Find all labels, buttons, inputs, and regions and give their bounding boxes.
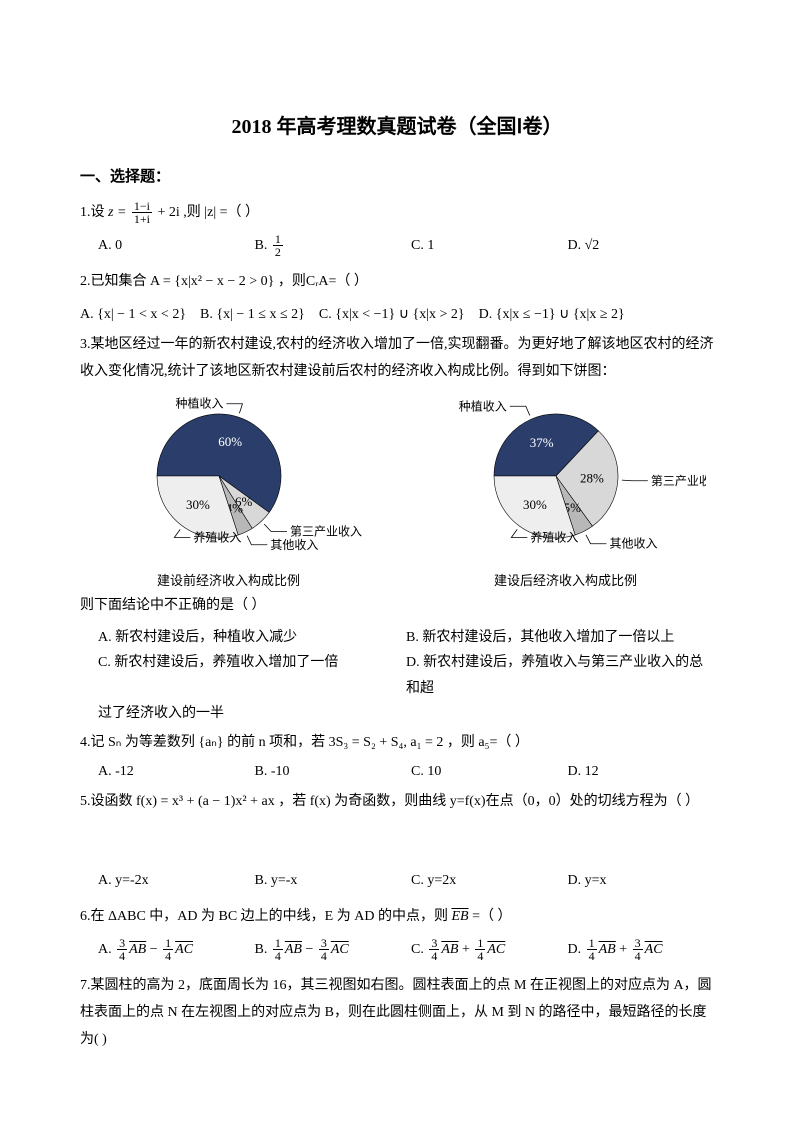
q4-opt-d: D. 12 bbox=[568, 759, 715, 786]
q6-opt-a: A. 34AB − 14AC bbox=[98, 937, 245, 964]
q2-opt-a: A. {x| − 1 < x < 2} bbox=[80, 302, 186, 329]
q1-options: A. 0 B. 1 2 C. 1 D. √2 bbox=[98, 233, 714, 260]
q5-opt-a: A. y=-2x bbox=[98, 868, 245, 895]
svg-text:60%: 60% bbox=[218, 433, 242, 448]
question-5: 5.设函数 f(x) = x³ + (a − 1)x² + ax ，若 f(x)… bbox=[80, 789, 714, 816]
q6-opt-c: C. 34AB + 14AC bbox=[411, 937, 558, 964]
q1-opt-d: D. √2 bbox=[568, 233, 715, 260]
q1-b-frac: 1 2 bbox=[271, 233, 285, 258]
q4-opt-a: A. -12 bbox=[98, 759, 245, 786]
q1-z: z = bbox=[108, 205, 130, 220]
q2-options: A. {x| − 1 < x < 2} B. {x| − 1 ≤ x ≤ 2} … bbox=[80, 302, 714, 329]
q1-b-frac-n: 1 bbox=[273, 233, 283, 246]
spacer bbox=[80, 822, 714, 862]
q2-opt-b: B. {x| − 1 ≤ x ≤ 2} bbox=[200, 302, 305, 329]
svg-text:其他收入: 其他收入 bbox=[609, 536, 657, 550]
svg-text:37%: 37% bbox=[529, 435, 553, 450]
q5-options: A. y=-2x B. y=-x C. y=2x D. y=x bbox=[98, 868, 714, 895]
q3-opt-d: D. 新农村建设后，养殖收入与第三产业收入的总和超 bbox=[406, 650, 714, 700]
q6-options: A. 34AB − 14AC B. 14AB − 34AC C. 34AB + … bbox=[98, 937, 714, 964]
page: 2018 年高考理数真题试卷（全国Ⅰ卷） 一、选择题： 1.设 z = 1−i … bbox=[0, 0, 794, 1119]
question-2: 2.已知集合 A = {x|x² − x − 2 > 0} ，则CᵣA=（ ） bbox=[80, 269, 714, 296]
q4-options: A. -12 B. -10 C. 10 D. 12 bbox=[98, 759, 714, 786]
q6-pre: 6.在 ΔABC 中，AD 为 BC 边上的中线，E 为 AD 的中点，则 bbox=[80, 909, 451, 924]
q6-vec: EB bbox=[451, 909, 468, 924]
pie-after-block: 37%种植收入28%第三产业收入5%其他收入30%养殖收入 建设后经济收入构成比… bbox=[426, 394, 706, 589]
svg-text:28%: 28% bbox=[579, 470, 603, 485]
pie-after-chart: 37%种植收入28%第三产业收入5%其他收入30%养殖收入 bbox=[426, 394, 706, 559]
q1-stem-pre: 1.设 bbox=[80, 205, 108, 220]
pie-before-chart: 60%种植收入6%第三产业收入4%其他收入30%养殖收入 bbox=[89, 394, 369, 559]
question-6: 6.在 ΔABC 中，AD 为 BC 边上的中线，E 为 AD 的中点，则 EB… bbox=[80, 904, 714, 931]
q1-b-pre: B. bbox=[255, 238, 271, 253]
svg-text:30%: 30% bbox=[185, 497, 209, 512]
q5-opt-c: C. y=2x bbox=[411, 868, 558, 895]
svg-text:其他收入: 其他收入 bbox=[270, 537, 318, 551]
svg-text:第三产业收入: 第三产业收入 bbox=[290, 524, 362, 538]
q1-frac: 1−i 1+i bbox=[130, 200, 154, 225]
q5-opt-b: B. y=-x bbox=[255, 868, 402, 895]
q6-post: =（ ） bbox=[472, 909, 511, 924]
question-3: 3.某地区经过一年的新农村建设,农村的经济收入增加了一倍,实现翻番。为更好地了解… bbox=[80, 332, 714, 385]
q3-opt-a: A. 新农村建设后，种植收入减少 bbox=[98, 625, 406, 650]
svg-text:种植收入: 种植收入 bbox=[175, 395, 223, 410]
pie-before-block: 60%种植收入6%第三产业收入4%其他收入30%养殖收入 建设前经济收入构成比例 bbox=[89, 394, 369, 589]
pie-after-caption: 建设后经济收入构成比例 bbox=[426, 570, 706, 589]
question-1: 1.设 z = 1−i 1+i + 2i ,则 |z| =（ ） bbox=[80, 200, 714, 227]
q3-opt-b: B. 新农村建设后，其他收入增加了一倍以上 bbox=[406, 625, 714, 650]
svg-text:养殖收入: 养殖收入 bbox=[193, 529, 241, 544]
q1-opt-a: A. 0 bbox=[98, 233, 245, 260]
question-7: 7.某圆柱的高为 2，底面周长为 16，其三视图如右图。圆柱表面上的点 M 在正… bbox=[80, 973, 714, 1053]
svg-text:种植收入: 种植收入 bbox=[458, 398, 506, 413]
pie-row: 60%种植收入6%第三产业收入4%其他收入30%养殖收入 建设前经济收入构成比例… bbox=[80, 394, 714, 589]
q1-stem-post: + 2i ,则 |z| =（ ） bbox=[158, 205, 260, 220]
q3-options: A. 新农村建设后，种植收入减少 B. 新农村建设后，其他收入增加了一倍以上 C… bbox=[98, 625, 714, 726]
q1-opt-c: C. 1 bbox=[411, 233, 558, 260]
q5-opt-d: D. y=x bbox=[568, 868, 715, 895]
q2-opt-c: C. {x|x < −1} ∪ {x|x > 2} bbox=[319, 302, 465, 329]
pie-before-caption: 建设前经济收入构成比例 bbox=[89, 570, 369, 589]
q3-opt-d2: 过了经济收入的一半 bbox=[98, 701, 714, 726]
q4-opt-b: B. -10 bbox=[255, 759, 402, 786]
page-title: 2018 年高考理数真题试卷（全国Ⅰ卷） bbox=[80, 110, 714, 139]
q4-opt-c: C. 10 bbox=[411, 759, 558, 786]
q2-opt-d: D. {x|x ≤ −1} ∪ {x|x ≥ 2} bbox=[479, 302, 625, 329]
q6-opt-d: D. 14AB + 34AC bbox=[568, 937, 715, 964]
svg-text:养殖收入: 养殖收入 bbox=[530, 529, 578, 544]
svg-text:第三产业收入: 第三产业收入 bbox=[650, 473, 705, 487]
svg-text:30%: 30% bbox=[522, 497, 546, 512]
q1-frac-d: 1+i bbox=[132, 213, 152, 225]
q3-below: 则下面结论中不正确的是（ ） bbox=[80, 593, 714, 620]
q1-b-frac-d: 2 bbox=[273, 246, 283, 258]
q1-opt-b: B. 1 2 bbox=[255, 233, 402, 260]
q3-opt-c: C. 新农村建设后，养殖收入增加了一倍 bbox=[98, 650, 406, 700]
q6-opt-b: B. 14AB − 34AC bbox=[255, 937, 402, 964]
question-4: 4.记 Sₙ 为等差数列 {aₙ} 的前 n 项和，若 3S₃ = S₂ + S… bbox=[80, 730, 714, 757]
section-heading: 一、选择题： bbox=[80, 165, 714, 186]
